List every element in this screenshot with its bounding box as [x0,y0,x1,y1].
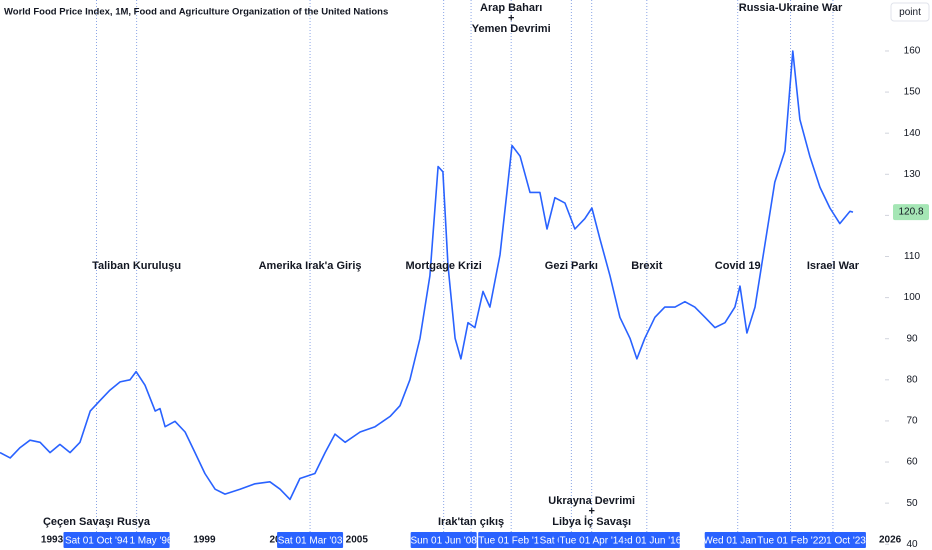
event-label: Mortgage Krizi [405,260,481,272]
event-label: Yemen Devrimi [472,23,551,35]
y-tick-label: 40 [906,539,918,550]
date-box: Wed 01 Jun '16 [612,532,682,548]
date-box-label: Sun 01 Jun '08 [410,536,477,547]
y-tick-label: 80 [906,374,918,385]
y-tick-label: 100 [904,292,921,303]
event-label: Israel War [807,260,860,272]
x-tick-label: 2005 [346,535,369,546]
date-box: Tue 01 Feb '11 [478,532,545,548]
x-tick-label: 2026 [879,535,902,546]
event-label: Libya İç Savaşı [552,515,631,528]
date-box-bg [63,532,130,548]
event-label: Ukrayna Devrimi [548,495,635,507]
date-box-label: Sat 01 Mar '03 [278,536,343,547]
last-value-label: 120.8 [898,207,923,218]
y-tick-label: 140 [904,128,921,139]
date-box: Wed 01 Jan '20 [703,532,773,548]
x-tick-label: 1993 [41,535,64,546]
y-axis-label: point [899,7,921,18]
event-label: Amerika Irak'a Giriş [259,260,362,272]
event-label: Irak'tan çıkış [438,516,504,528]
event-label: Gezi Parkı [545,260,598,272]
date-box-label: Tue 01 Apr '14 [560,536,625,547]
y-tick-label: 50 [906,498,918,509]
event-label: + [588,505,594,517]
y-tick-label: 110 [904,251,920,262]
date-box-label: Sun 01 Oct '23 [800,536,866,547]
date-box-bg [410,532,477,548]
axis-label-box [890,2,930,22]
date-box: Sun 01 Jun '08 [410,532,477,548]
event-label: + [508,12,514,24]
chart-title: World Food Price Index, 1M, Food and Agr… [4,7,388,18]
date-box-label: Sat 01 Oct '94 [65,536,128,547]
date-box-bg [558,532,625,548]
date-box: Tue 01 Apr '14 [558,532,625,548]
y-tick-label: 60 [906,457,918,468]
event-label: Taliban Kuruluşu [92,260,181,272]
date-box-bg [704,532,771,548]
y-tick-label: 130 [904,169,921,180]
date-box-label: Tue 01 Feb '22 [757,536,824,547]
event-label: Russia-Ukraine War [739,2,843,14]
date-box-bg [757,532,824,548]
date-box-label: Tue 01 Feb '11 [478,536,544,547]
event-label: Covid 19 [715,260,761,272]
date-box-label: Wed 01 May '96 [101,536,173,547]
y-tick-label: 160 [904,46,921,57]
x-tick-label: 1999 [193,535,216,546]
y-tick-label: 150 [904,87,921,98]
axis-bg [885,0,932,530]
date-box-bg [478,532,545,548]
date-box-label: Wed 01 Jun '16 [612,536,681,547]
date-box: Tue 01 Feb '22 [757,532,824,548]
last-value-badge [893,204,929,221]
date-box-label: Wed 01 Jan '20 [703,536,772,547]
date-box-bg [277,532,344,548]
event-label: Çeçen Savaşı Rusya [43,516,151,528]
y-tick-label: 90 [906,333,918,344]
date-box: Sat 01 Oct '94 [63,532,130,548]
date-box: Sat 01 Mar '03 [277,532,344,548]
price-line [0,50,854,501]
event-label: Brexit [631,260,663,272]
y-tick-label: 70 [906,416,918,427]
event-label: Arap Baharı [480,2,542,14]
date-box-bg [613,532,680,548]
